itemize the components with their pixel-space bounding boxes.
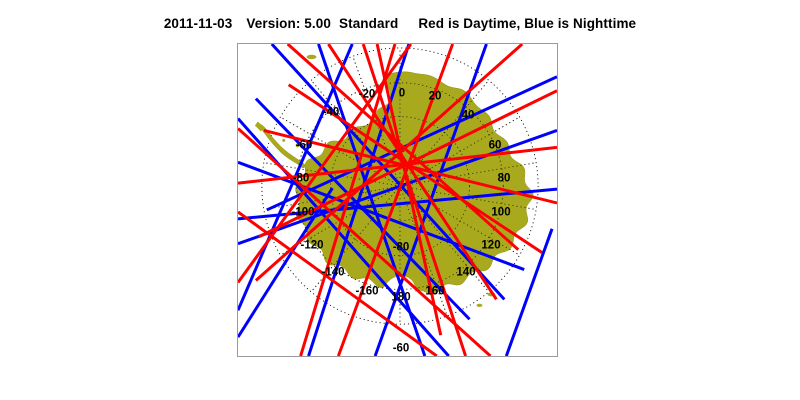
longitude-ray-80-overlay bbox=[399, 162, 537, 187]
longitude-ray-120-overlay bbox=[399, 185, 520, 256]
daytime-track-9 bbox=[327, 44, 498, 301]
title-mode: Standard bbox=[339, 16, 399, 31]
nighttime-track-6 bbox=[238, 187, 557, 221]
daytime-track-8 bbox=[287, 83, 543, 254]
nighttime-track-7 bbox=[238, 160, 525, 271]
longitude-label-180: 180 bbox=[391, 291, 411, 304]
longitude-label-100: 100 bbox=[491, 206, 511, 219]
nighttime-track-13 bbox=[238, 187, 334, 338]
daytime-ground-tracks bbox=[238, 44, 557, 356]
longitude-ray-minus120-overlay bbox=[280, 185, 401, 256]
latitude-label-minus80: -80 bbox=[392, 241, 410, 254]
longitude-label-minus80: -80 bbox=[292, 172, 310, 185]
longitude-label-120: 120 bbox=[481, 239, 501, 252]
title-date: 2011-11-03 bbox=[163, 16, 233, 31]
longitude-ray-minus100-overlay bbox=[263, 185, 401, 210]
daytime-track-10 bbox=[375, 44, 443, 336]
island-marker-5 bbox=[476, 303, 483, 307]
longitude-label-minus60: -60 bbox=[295, 139, 313, 152]
longitude-ray-160-overlay bbox=[399, 185, 448, 317]
longitude-label-minus40: -40 bbox=[322, 106, 340, 119]
longitude-ray-100-overlay bbox=[399, 185, 537, 210]
island-marker-3 bbox=[306, 54, 317, 60]
latitude-label-minus60: -60 bbox=[392, 342, 410, 355]
title-version: Version: 5.00 bbox=[246, 16, 331, 31]
longitude-label-minus20: -20 bbox=[358, 88, 376, 101]
longitude-ray-minus40-overlay bbox=[310, 79, 401, 187]
daytime-track-11 bbox=[238, 127, 492, 356]
longitude-label-80: 80 bbox=[497, 172, 511, 185]
longitude-ray-140-overlay bbox=[399, 185, 490, 293]
polar-map-panel[interactable]: 0 20 40 60 80 100 120 140 160 180 -160 -140 -120 -100… bbox=[237, 43, 558, 357]
antarctic-peninsula-tip bbox=[254, 121, 264, 132]
polar-map-svg bbox=[238, 44, 557, 356]
nighttime-track-9 bbox=[238, 117, 450, 356]
nighttime-track-11 bbox=[270, 44, 506, 301]
nighttime-track-5 bbox=[238, 129, 557, 246]
longitude-label-40: 40 bbox=[461, 109, 475, 122]
daytime-track-13 bbox=[286, 44, 520, 251]
longitude-ray-minus60-overlay bbox=[280, 116, 401, 187]
longitude-label-60: 60 bbox=[488, 139, 502, 152]
nighttime-track-8 bbox=[254, 97, 471, 321]
longitude-label-minus100: -100 bbox=[291, 206, 315, 219]
title-legend-text: Red is Daytime, Blue is Nighttime bbox=[418, 16, 637, 31]
longitude-label-minus160: -160 bbox=[355, 285, 379, 298]
latitude-circle-minus60-overlay bbox=[296, 82, 504, 290]
longitude-ray-40-overlay bbox=[399, 79, 490, 187]
longitude-label-0: 0 bbox=[398, 87, 406, 100]
longitude-label-20: 20 bbox=[428, 90, 442, 103]
latitude-circle-minus70-overlay bbox=[329, 116, 470, 257]
daytime-track-3 bbox=[336, 44, 455, 356]
nighttime-track-12 bbox=[504, 228, 554, 356]
longitude-ray-60-overlay bbox=[399, 116, 520, 187]
longitude-label-minus120: -120 bbox=[300, 239, 324, 252]
daytime-track-14 bbox=[238, 44, 413, 284]
antarctica-landmass bbox=[254, 54, 534, 307]
nighttime-track-1 bbox=[317, 44, 427, 356]
longitude-ray-minus20-overlay bbox=[352, 56, 401, 187]
nighttime-ground-tracks bbox=[238, 44, 557, 356]
island-marker-2 bbox=[282, 138, 286, 142]
longitude-label-minus140: -140 bbox=[321, 266, 345, 279]
figure-title: 2011-11-03 Version: 5.00 Standard Red is Da… bbox=[0, 16, 800, 31]
longitude-label-140: 140 bbox=[456, 266, 476, 279]
longitude-label-160: 160 bbox=[425, 285, 445, 298]
longitude-ray-minus80-overlay bbox=[263, 162, 401, 187]
